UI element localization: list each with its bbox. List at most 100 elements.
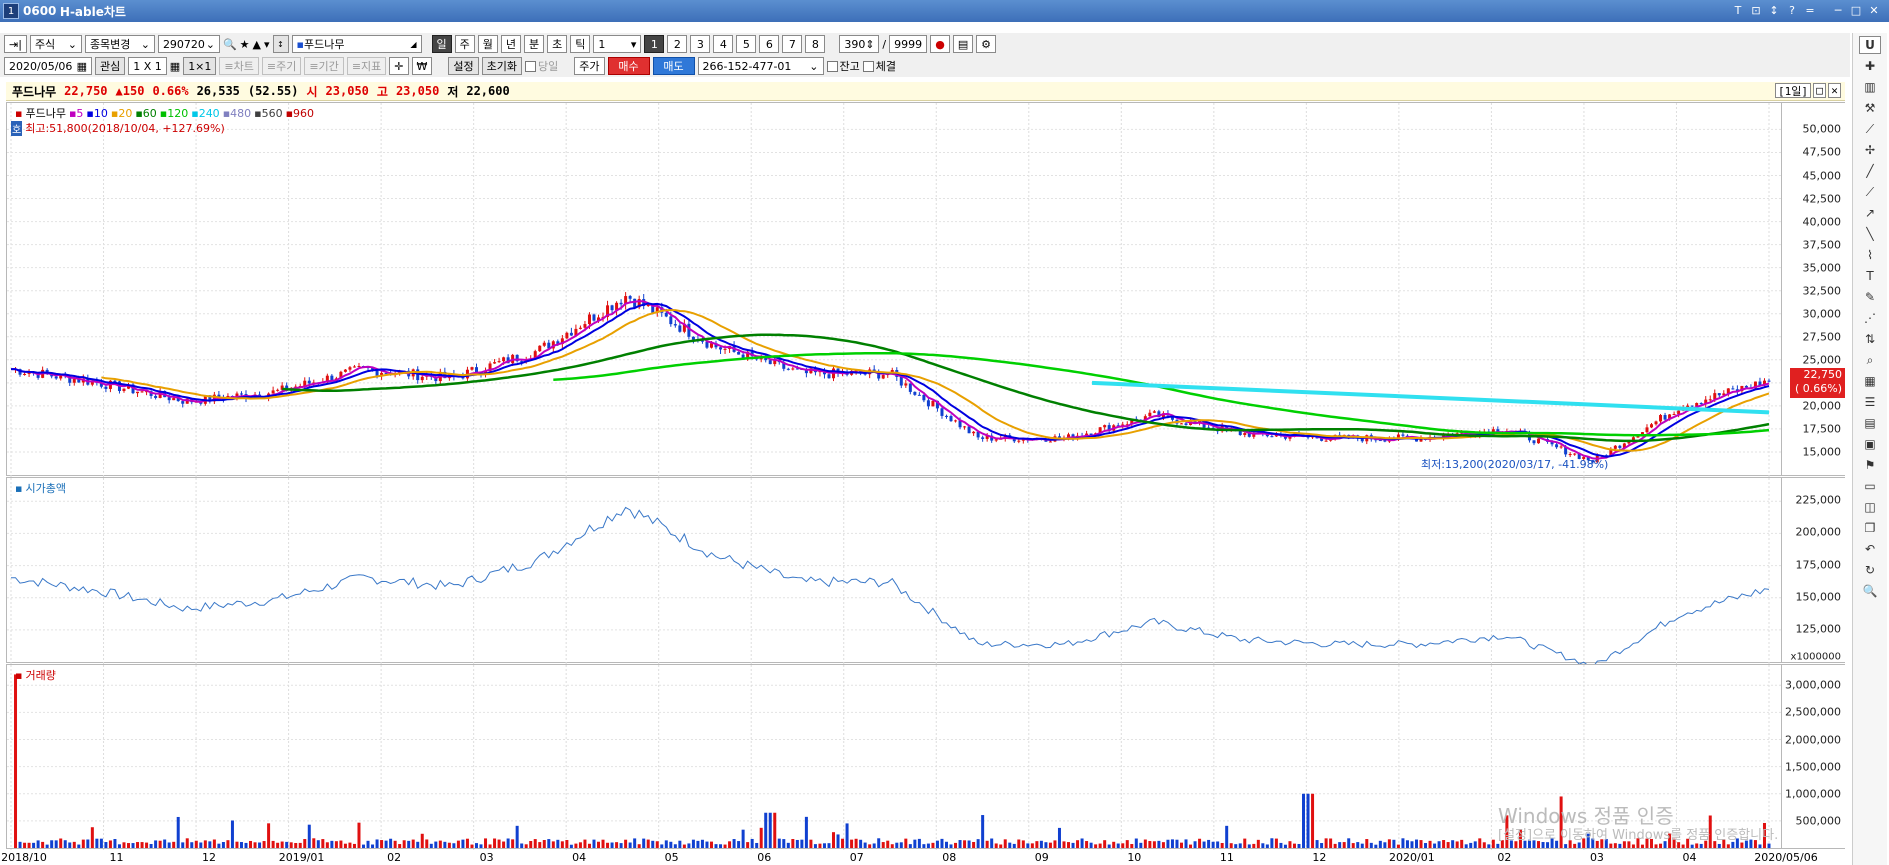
- trend-icon[interactable]: ⟋: [1865, 121, 1875, 136]
- ma-legend-item[interactable]: ▪120: [159, 106, 189, 120]
- title-tool-icon[interactable]: T: [1734, 3, 1742, 17]
- period-day-button[interactable]: 일: [431, 35, 452, 53]
- layout-5-button[interactable]: 5: [736, 35, 757, 53]
- zigzag-icon[interactable]: ⌇: [1867, 248, 1873, 262]
- ma-legend-item[interactable]: ▪480: [222, 106, 252, 120]
- volume-chart-svg[interactable]: [7, 665, 1783, 850]
- price-button[interactable]: 주가: [574, 57, 605, 75]
- layout-6-button[interactable]: 6: [759, 35, 780, 53]
- window-icon[interactable]: ▭: [1864, 479, 1876, 493]
- u-icon[interactable]: U: [1859, 36, 1881, 54]
- ma-legend-item[interactable]: ▪240: [191, 106, 220, 120]
- crosshair-icon[interactable]: ✛: [389, 57, 409, 75]
- redo-icon[interactable]: ↻: [1864, 563, 1876, 577]
- grid-1x1-button[interactable]: 1×1: [183, 57, 217, 75]
- chart-bar-icon[interactable]: ▥: [1864, 80, 1876, 94]
- fibo-icon[interactable]: ⋰: [1864, 311, 1876, 325]
- help-icon[interactable]: ?: [1789, 3, 1795, 17]
- title-tool-icon[interactable]: ↕: [1769, 3, 1779, 17]
- flag-icon[interactable]: ⚑: [1864, 458, 1876, 472]
- layout-2-button[interactable]: 2: [667, 35, 688, 53]
- line-tool-icon[interactable]: ╱: [1866, 164, 1874, 178]
- code-convert-icon[interactable]: ↕: [272, 35, 289, 53]
- period-second-button[interactable]: 초: [547, 35, 568, 53]
- ma-legend-item[interactable]: ▪960: [285, 106, 315, 120]
- magnifier-icon[interactable]: ⌕: [1866, 352, 1874, 367]
- count-stepper[interactable]: 390 ⇕: [839, 35, 880, 53]
- stock-change-select[interactable]: 종목변경 ⌄: [84, 35, 155, 53]
- tab-indicator[interactable]: ≡지표: [346, 57, 387, 75]
- layout-3-button[interactable]: 3: [690, 35, 711, 53]
- stock-name-field[interactable]: ▪ 푸드나무 ◢: [291, 35, 422, 53]
- period-tick-button[interactable]: 틱: [570, 35, 591, 53]
- cross-icon[interactable]: ✢: [1864, 143, 1876, 157]
- save-icon[interactable]: ▤: [953, 35, 974, 53]
- layout-1-button[interactable]: 1: [644, 35, 665, 53]
- ray-icon[interactable]: ⟋: [1865, 184, 1875, 199]
- tab-period[interactable]: ≡주기: [261, 57, 302, 75]
- star-icon[interactable]: ★: [239, 37, 250, 51]
- ma-legend-item[interactable]: ▪10: [86, 106, 108, 120]
- filled-checkbox[interactable]: 체결: [862, 58, 896, 74]
- price-chart-svg[interactable]: [7, 103, 1783, 477]
- market-type-select[interactable]: 주식 ⌄: [29, 35, 82, 53]
- layout-4-button[interactable]: 4: [713, 35, 734, 53]
- zoom-icon[interactable]: 🔍: [1862, 584, 1878, 598]
- period-month-button[interactable]: 월: [477, 35, 498, 53]
- date-picker[interactable]: 2020/05/06 ▦: [4, 57, 92, 75]
- period-week-button[interactable]: 주: [454, 35, 475, 53]
- pane-close-icon[interactable]: ✕: [1828, 83, 1841, 98]
- marketcap-chart-svg[interactable]: [7, 478, 1783, 669]
- arrow-icon[interactable]: ↗: [1864, 206, 1876, 220]
- tab-chart[interactable]: ≡차트: [219, 57, 259, 75]
- menu-icon[interactable]: =: [1805, 3, 1815, 17]
- account-select[interactable]: 266-152-477-01 ⌄: [697, 57, 824, 75]
- period-year-button[interactable]: 년: [500, 35, 522, 53]
- marketcap-pane[interactable]: ▪ 시가총액: [6, 477, 1783, 669]
- sell-button[interactable]: 매도: [652, 57, 695, 75]
- tool-icon[interactable]: ✚: [1864, 59, 1876, 73]
- list-icon[interactable]: ☰: [1864, 395, 1876, 409]
- layout-7-button[interactable]: 7: [782, 35, 803, 53]
- volume-pane[interactable]: ▪ 거래량: [6, 664, 1783, 850]
- ma-legend-item[interactable]: ▪60: [135, 106, 157, 120]
- ma-legend-item[interactable]: ▪560: [254, 106, 283, 120]
- title-tool-icon[interactable]: ⊡: [1751, 3, 1761, 17]
- today-checkbox[interactable]: 당일: [525, 58, 558, 74]
- won-icon[interactable]: ₩: [411, 57, 433, 75]
- stock-code-input[interactable]: 290720 ⌄: [157, 35, 220, 53]
- camera-icon[interactable]: ◫: [1864, 500, 1876, 514]
- buy-button[interactable]: 매수: [607, 57, 650, 75]
- up-down-icon[interactable]: ▲: [252, 37, 261, 51]
- ma-legend-item[interactable]: ▪20: [110, 106, 133, 120]
- brush-icon[interactable]: ✎: [1864, 290, 1876, 304]
- diagonal-icon[interactable]: ╲: [1866, 227, 1874, 241]
- price-chart-pane[interactable]: ▪ 푸드나무 ▪5 ▪10 ▪20 ▪60 ▪120 ▪240 ▪480 ▪560 ▪960 호…: [6, 102, 1783, 477]
- stack-icon[interactable]: ❐: [1864, 521, 1876, 535]
- search-icon[interactable]: 🔍: [222, 37, 237, 51]
- minimize-icon[interactable]: ─: [1834, 3, 1842, 17]
- layout-8-button[interactable]: 8: [805, 35, 826, 53]
- sidebar-toggle-button[interactable]: ⇥|: [4, 35, 27, 53]
- close-icon[interactable]: ✕: [1869, 3, 1879, 17]
- undo-icon[interactable]: ↶: [1864, 542, 1876, 556]
- tab-range[interactable]: ≡기간: [304, 57, 344, 75]
- pattern-icon[interactable]: ▣: [1864, 437, 1876, 451]
- grid-layout-select[interactable]: 1 X 1: [128, 57, 167, 75]
- gear-icon[interactable]: ⚙: [976, 35, 997, 53]
- table-tool-icon[interactable]: ▤: [1864, 416, 1876, 430]
- interest-button[interactable]: 관심: [95, 57, 126, 75]
- color-settings-icon[interactable]: ●: [930, 35, 951, 53]
- ma-legend-item[interactable]: ▪5: [68, 106, 84, 120]
- compare-icon[interactable]: ⇅: [1864, 332, 1876, 346]
- grid-icon[interactable]: ▦: [1864, 374, 1876, 388]
- balance-checkbox[interactable]: 잔고: [826, 58, 860, 74]
- count-max-field[interactable]: 9999: [889, 35, 928, 53]
- tick-value-select[interactable]: 1 ▾: [593, 35, 642, 53]
- period-minute-button[interactable]: 분: [524, 35, 545, 53]
- table-icon[interactable]: ▦: [169, 59, 181, 73]
- setting-button[interactable]: 설정: [448, 57, 479, 75]
- text-tool-icon[interactable]: T: [1866, 269, 1874, 283]
- wrench-icon[interactable]: ⚒: [1864, 101, 1876, 115]
- pane-maximize-icon[interactable]: □: [1813, 83, 1826, 98]
